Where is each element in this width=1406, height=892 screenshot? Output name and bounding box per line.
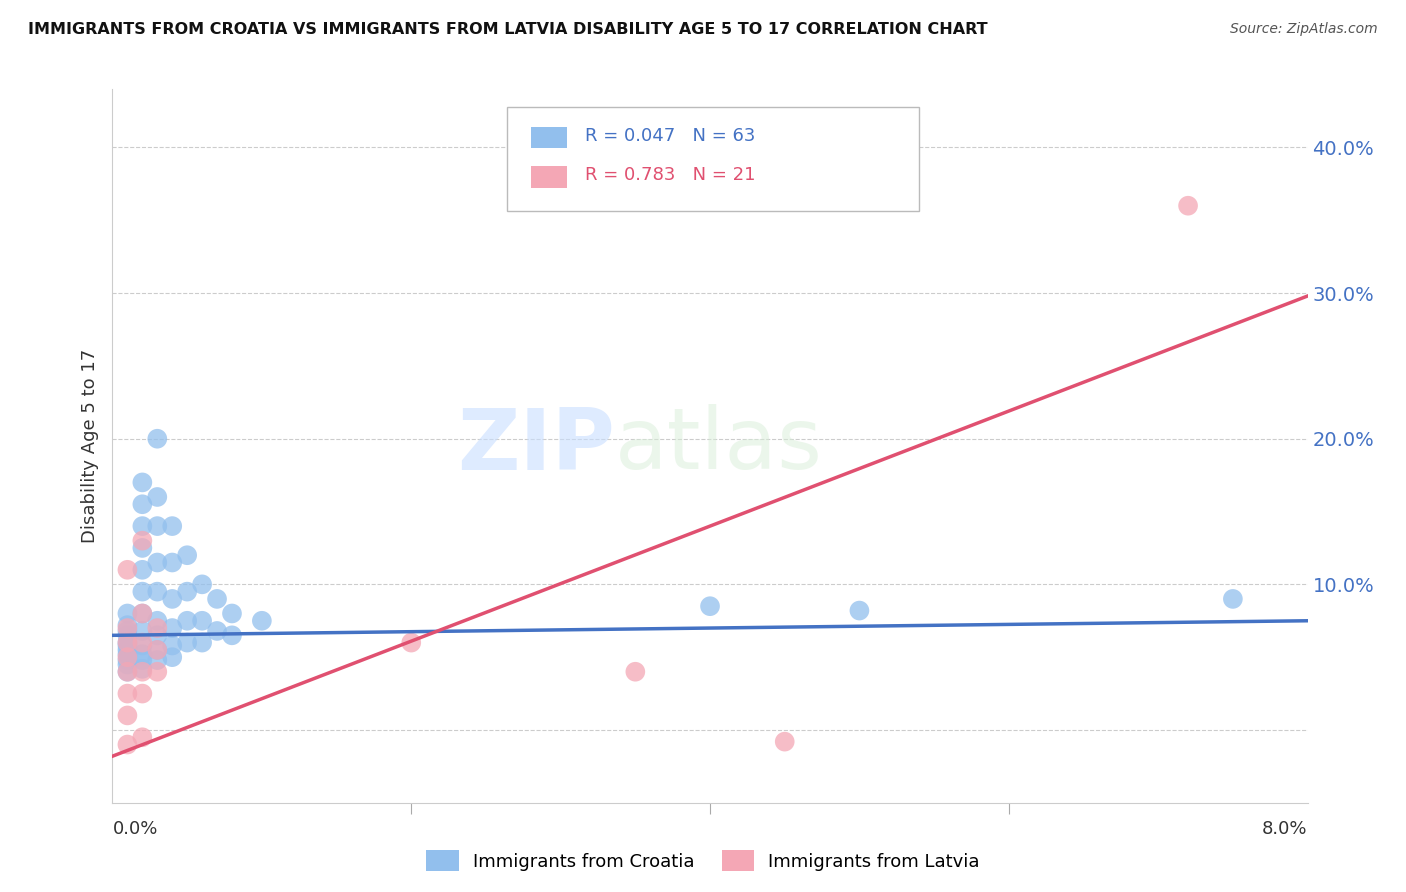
Point bbox=[401, 635, 423, 649]
Point bbox=[848, 603, 870, 617]
Point bbox=[131, 662, 153, 676]
Point bbox=[1177, 199, 1199, 213]
Point bbox=[176, 635, 198, 649]
Point bbox=[176, 548, 198, 562]
Point bbox=[117, 563, 139, 577]
Point bbox=[146, 665, 169, 679]
Point bbox=[162, 621, 183, 635]
Point bbox=[146, 556, 169, 570]
Point bbox=[191, 577, 214, 591]
Point bbox=[146, 628, 169, 642]
Text: IMMIGRANTS FROM CROATIA VS IMMIGRANTS FROM LATVIA DISABILITY AGE 5 TO 17 CORRELA: IMMIGRANTS FROM CROATIA VS IMMIGRANTS FR… bbox=[28, 22, 988, 37]
Point bbox=[131, 731, 153, 745]
Point bbox=[221, 607, 243, 621]
Point bbox=[117, 624, 139, 638]
Point bbox=[117, 738, 139, 752]
FancyBboxPatch shape bbox=[508, 107, 920, 211]
Point bbox=[699, 599, 721, 614]
Point bbox=[131, 653, 153, 667]
Point bbox=[117, 647, 139, 661]
Point bbox=[146, 643, 169, 657]
Text: R = 0.783   N = 21: R = 0.783 N = 21 bbox=[585, 166, 755, 184]
Point bbox=[117, 665, 139, 679]
Point bbox=[146, 643, 169, 657]
Point bbox=[131, 541, 153, 555]
Point bbox=[146, 653, 169, 667]
Point bbox=[117, 639, 139, 653]
Point bbox=[176, 614, 198, 628]
Point bbox=[131, 665, 153, 679]
Point bbox=[131, 475, 153, 490]
Point bbox=[146, 519, 169, 533]
Point bbox=[131, 533, 153, 548]
Point bbox=[162, 556, 183, 570]
Point bbox=[250, 614, 273, 628]
Text: R = 0.047   N = 63: R = 0.047 N = 63 bbox=[585, 127, 755, 145]
Point bbox=[205, 591, 228, 606]
Point bbox=[117, 628, 139, 642]
Point bbox=[191, 635, 214, 649]
Point bbox=[117, 635, 139, 649]
Point bbox=[176, 584, 198, 599]
Point bbox=[131, 639, 153, 653]
Point bbox=[146, 490, 169, 504]
Point bbox=[131, 607, 153, 621]
Point bbox=[117, 618, 139, 632]
Point bbox=[162, 650, 183, 665]
Point bbox=[117, 687, 139, 701]
Bar bbox=[531, 166, 567, 187]
Point bbox=[131, 607, 153, 621]
Y-axis label: Disability Age 5 to 17: Disability Age 5 to 17 bbox=[80, 349, 98, 543]
Point bbox=[146, 584, 169, 599]
Text: 8.0%: 8.0% bbox=[1263, 821, 1308, 838]
Point bbox=[117, 607, 139, 621]
Point bbox=[131, 635, 153, 649]
Point bbox=[131, 519, 153, 533]
Point bbox=[117, 653, 139, 667]
Bar bbox=[531, 127, 567, 148]
Point bbox=[162, 519, 183, 533]
Text: Source: ZipAtlas.com: Source: ZipAtlas.com bbox=[1230, 22, 1378, 37]
Point bbox=[205, 624, 228, 638]
Text: ZIP: ZIP bbox=[457, 404, 614, 488]
Point bbox=[624, 665, 647, 679]
Legend: Immigrants from Croatia, Immigrants from Latvia: Immigrants from Croatia, Immigrants from… bbox=[419, 843, 987, 879]
Point bbox=[131, 687, 153, 701]
Point bbox=[221, 628, 243, 642]
Point bbox=[131, 584, 153, 599]
Point bbox=[131, 647, 153, 661]
Point bbox=[131, 624, 153, 638]
Point bbox=[117, 643, 139, 657]
Point bbox=[117, 635, 139, 649]
Point bbox=[131, 497, 153, 511]
Point bbox=[146, 614, 169, 628]
Point bbox=[146, 621, 169, 635]
Text: atlas: atlas bbox=[614, 404, 823, 488]
Point bbox=[117, 665, 139, 679]
Point bbox=[146, 432, 169, 446]
Text: 0.0%: 0.0% bbox=[112, 821, 157, 838]
Point bbox=[117, 650, 139, 665]
Point bbox=[162, 591, 183, 606]
Point bbox=[117, 657, 139, 672]
Point bbox=[191, 614, 214, 628]
Point bbox=[1222, 591, 1244, 606]
Point bbox=[162, 639, 183, 653]
Point bbox=[131, 563, 153, 577]
Point bbox=[773, 734, 796, 748]
Point bbox=[117, 621, 139, 635]
Point bbox=[117, 708, 139, 723]
